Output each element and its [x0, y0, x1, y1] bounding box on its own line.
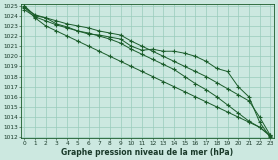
X-axis label: Graphe pression niveau de la mer (hPa): Graphe pression niveau de la mer (hPa): [61, 148, 234, 156]
